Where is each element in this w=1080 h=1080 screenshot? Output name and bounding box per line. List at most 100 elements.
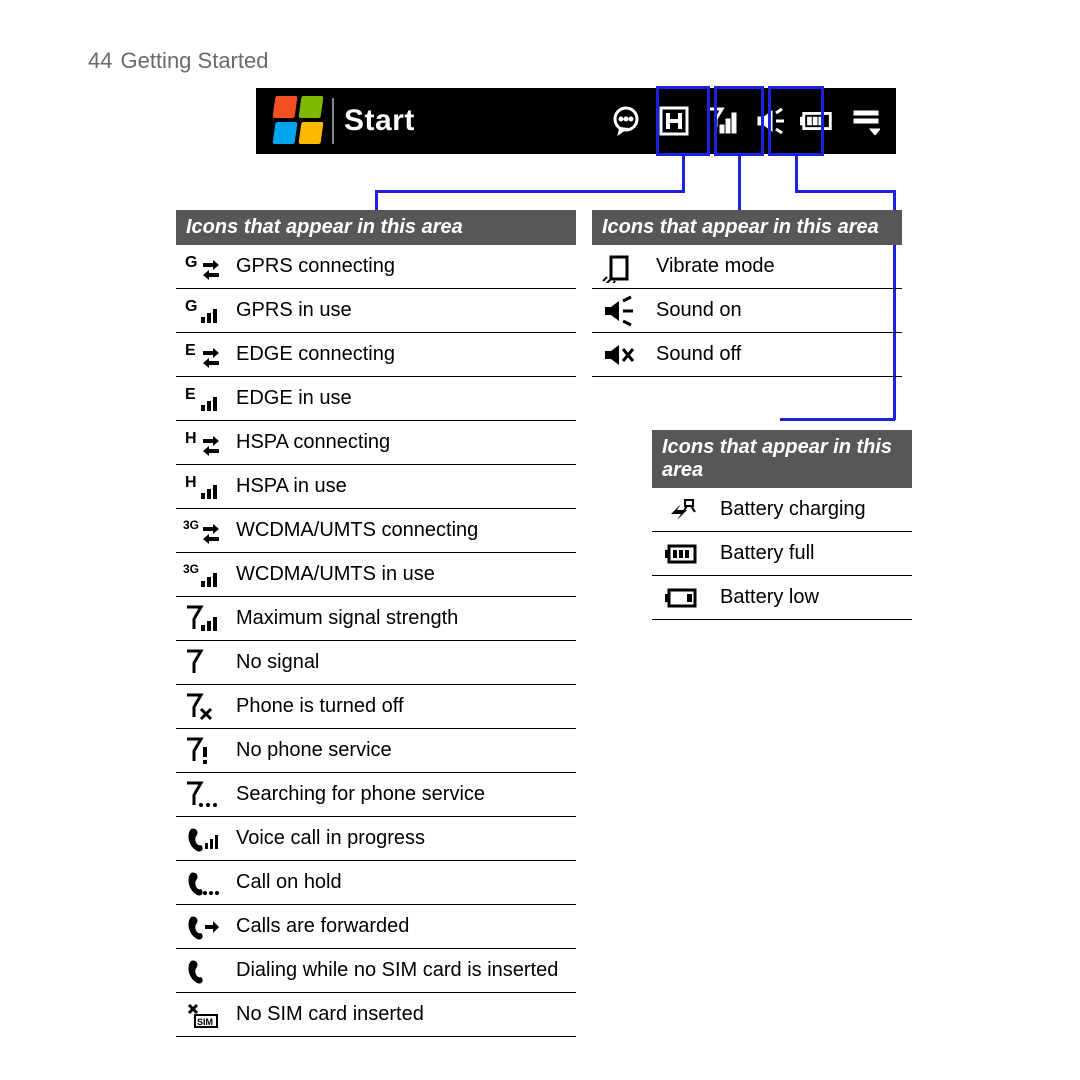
table-row: G GPRS connecting [176,245,576,289]
page-number: 44 [88,48,112,73]
icon-label: Calls are forwarded [230,915,409,938]
sound-icons-table: Icons that appear in this area Vibrate m… [592,210,902,377]
table-row: 3G WCDMA/UMTS in use [176,553,576,597]
G-arrows-icon: G [176,251,230,283]
sim-x-icon: SIM [176,999,230,1031]
icon-label: WCDMA/UMTS connecting [230,519,478,542]
table-row: Battery full [652,532,912,576]
table-row: Maximum signal strength [176,597,576,641]
speaker-icon [752,103,788,139]
connector [795,156,798,190]
icon-label: Sound on [650,299,742,322]
3G-bars-icon: 3G [176,559,230,591]
svg-text:G: G [185,254,197,271]
ant-bars-icon [176,603,230,635]
svg-text:H: H [185,430,197,447]
icon-label: Vibrate mode [650,255,775,278]
connector [375,190,685,193]
icon-label: EDGE in use [230,387,352,410]
signal-icons-table: Icons that appear in this area G GPRS con… [176,210,576,1037]
table-row: 3G WCDMA/UMTS connecting [176,509,576,553]
sound-off-icon [592,339,650,371]
table-row: Vibrate mode [592,245,902,289]
icon-label: HSPA in use [230,475,347,498]
table-row: Phone is turned off [176,685,576,729]
phone-arrow-icon [176,911,230,943]
table-header: Icons that appear in this area [652,430,912,488]
phone-bars-icon [176,823,230,855]
G-bars-icon: G [176,295,230,327]
icon-label: EDGE connecting [230,343,395,366]
icon-label: GPRS in use [230,299,352,322]
table-row: SIMNo SIM card inserted [176,993,576,1037]
icon-label: Battery low [714,586,819,609]
svg-text:H: H [185,474,197,491]
icon-label: Call on hold [230,871,342,894]
icon-label: Phone is turned off [230,695,404,718]
ant-x-icon [176,691,230,723]
H-arrows-icon: H [176,427,230,459]
table-row: Searching for phone service [176,773,576,817]
table-row: Battery charging [652,488,912,532]
page-header: 44 Getting Started [88,48,268,74]
icon-label: WCDMA/UMTS in use [230,563,435,586]
svg-text:3G: 3G [183,518,199,532]
table-row: No phone service [176,729,576,773]
table-row: Battery low [652,576,912,620]
table-row: Sound on [592,289,902,333]
battery-icon [800,103,836,139]
table-row: Sound off [592,333,902,377]
icon-label: Maximum signal strength [230,607,458,630]
table-row: H HSPA in use [176,465,576,509]
table-header: Icons that appear in this area [176,210,576,245]
icon-label: Dialing while no SIM card is inserted [230,959,558,982]
icon-label: Sound off [650,343,741,366]
menu-icon [848,103,884,139]
page-title: Getting Started [120,48,268,73]
phone-dots-icon [176,867,230,899]
icon-label: GPRS connecting [230,255,395,278]
icon-label: HSPA connecting [230,431,390,454]
signal-icon [704,103,740,139]
status-bar: Start [256,88,896,154]
icon-label: No phone service [230,739,392,762]
table-header: Icons that appear in this area [592,210,902,245]
table-row: G GPRS in use [176,289,576,333]
sound-on-icon [592,295,650,327]
table-row: E EDGE in use [176,377,576,421]
phone-icon [176,955,230,987]
svg-text:G: G [185,298,197,315]
table-row: Call on hold [176,861,576,905]
table-row: H HSPA connecting [176,421,576,465]
battery-icons-table: Icons that appear in this area Battery c… [652,430,912,620]
batt-full-icon [652,538,714,570]
svg-text:3G: 3G [183,562,199,576]
table-row: Calls are forwarded [176,905,576,949]
svg-text:SIM: SIM [197,1017,213,1027]
windows-flag-icon [270,92,328,150]
icon-label: Battery charging [714,498,866,521]
E-arrows-icon: E [176,339,230,371]
icon-label: No signal [230,651,319,674]
H-bars-icon: H [176,471,230,503]
vibrate-icon [592,251,650,283]
connector [795,190,895,193]
3G-arrows-icon: 3G [176,515,230,547]
h-icon [656,103,692,139]
svg-text:E: E [185,342,196,359]
divider [332,98,334,144]
icon-label: Voice call in progress [230,827,425,850]
table-row: Voice call in progress [176,817,576,861]
ant-dots-icon [176,779,230,811]
ant-icon [176,647,230,679]
start-label: Start [344,104,415,138]
icon-label: Searching for phone service [230,783,485,806]
chat-icon [608,103,644,139]
svg-text:E: E [185,386,196,403]
icon-label: Battery full [714,542,814,565]
batt-charge-icon [652,494,714,526]
connector [780,418,895,421]
connector [738,156,741,210]
table-row: E EDGE connecting [176,333,576,377]
connector [375,190,378,210]
